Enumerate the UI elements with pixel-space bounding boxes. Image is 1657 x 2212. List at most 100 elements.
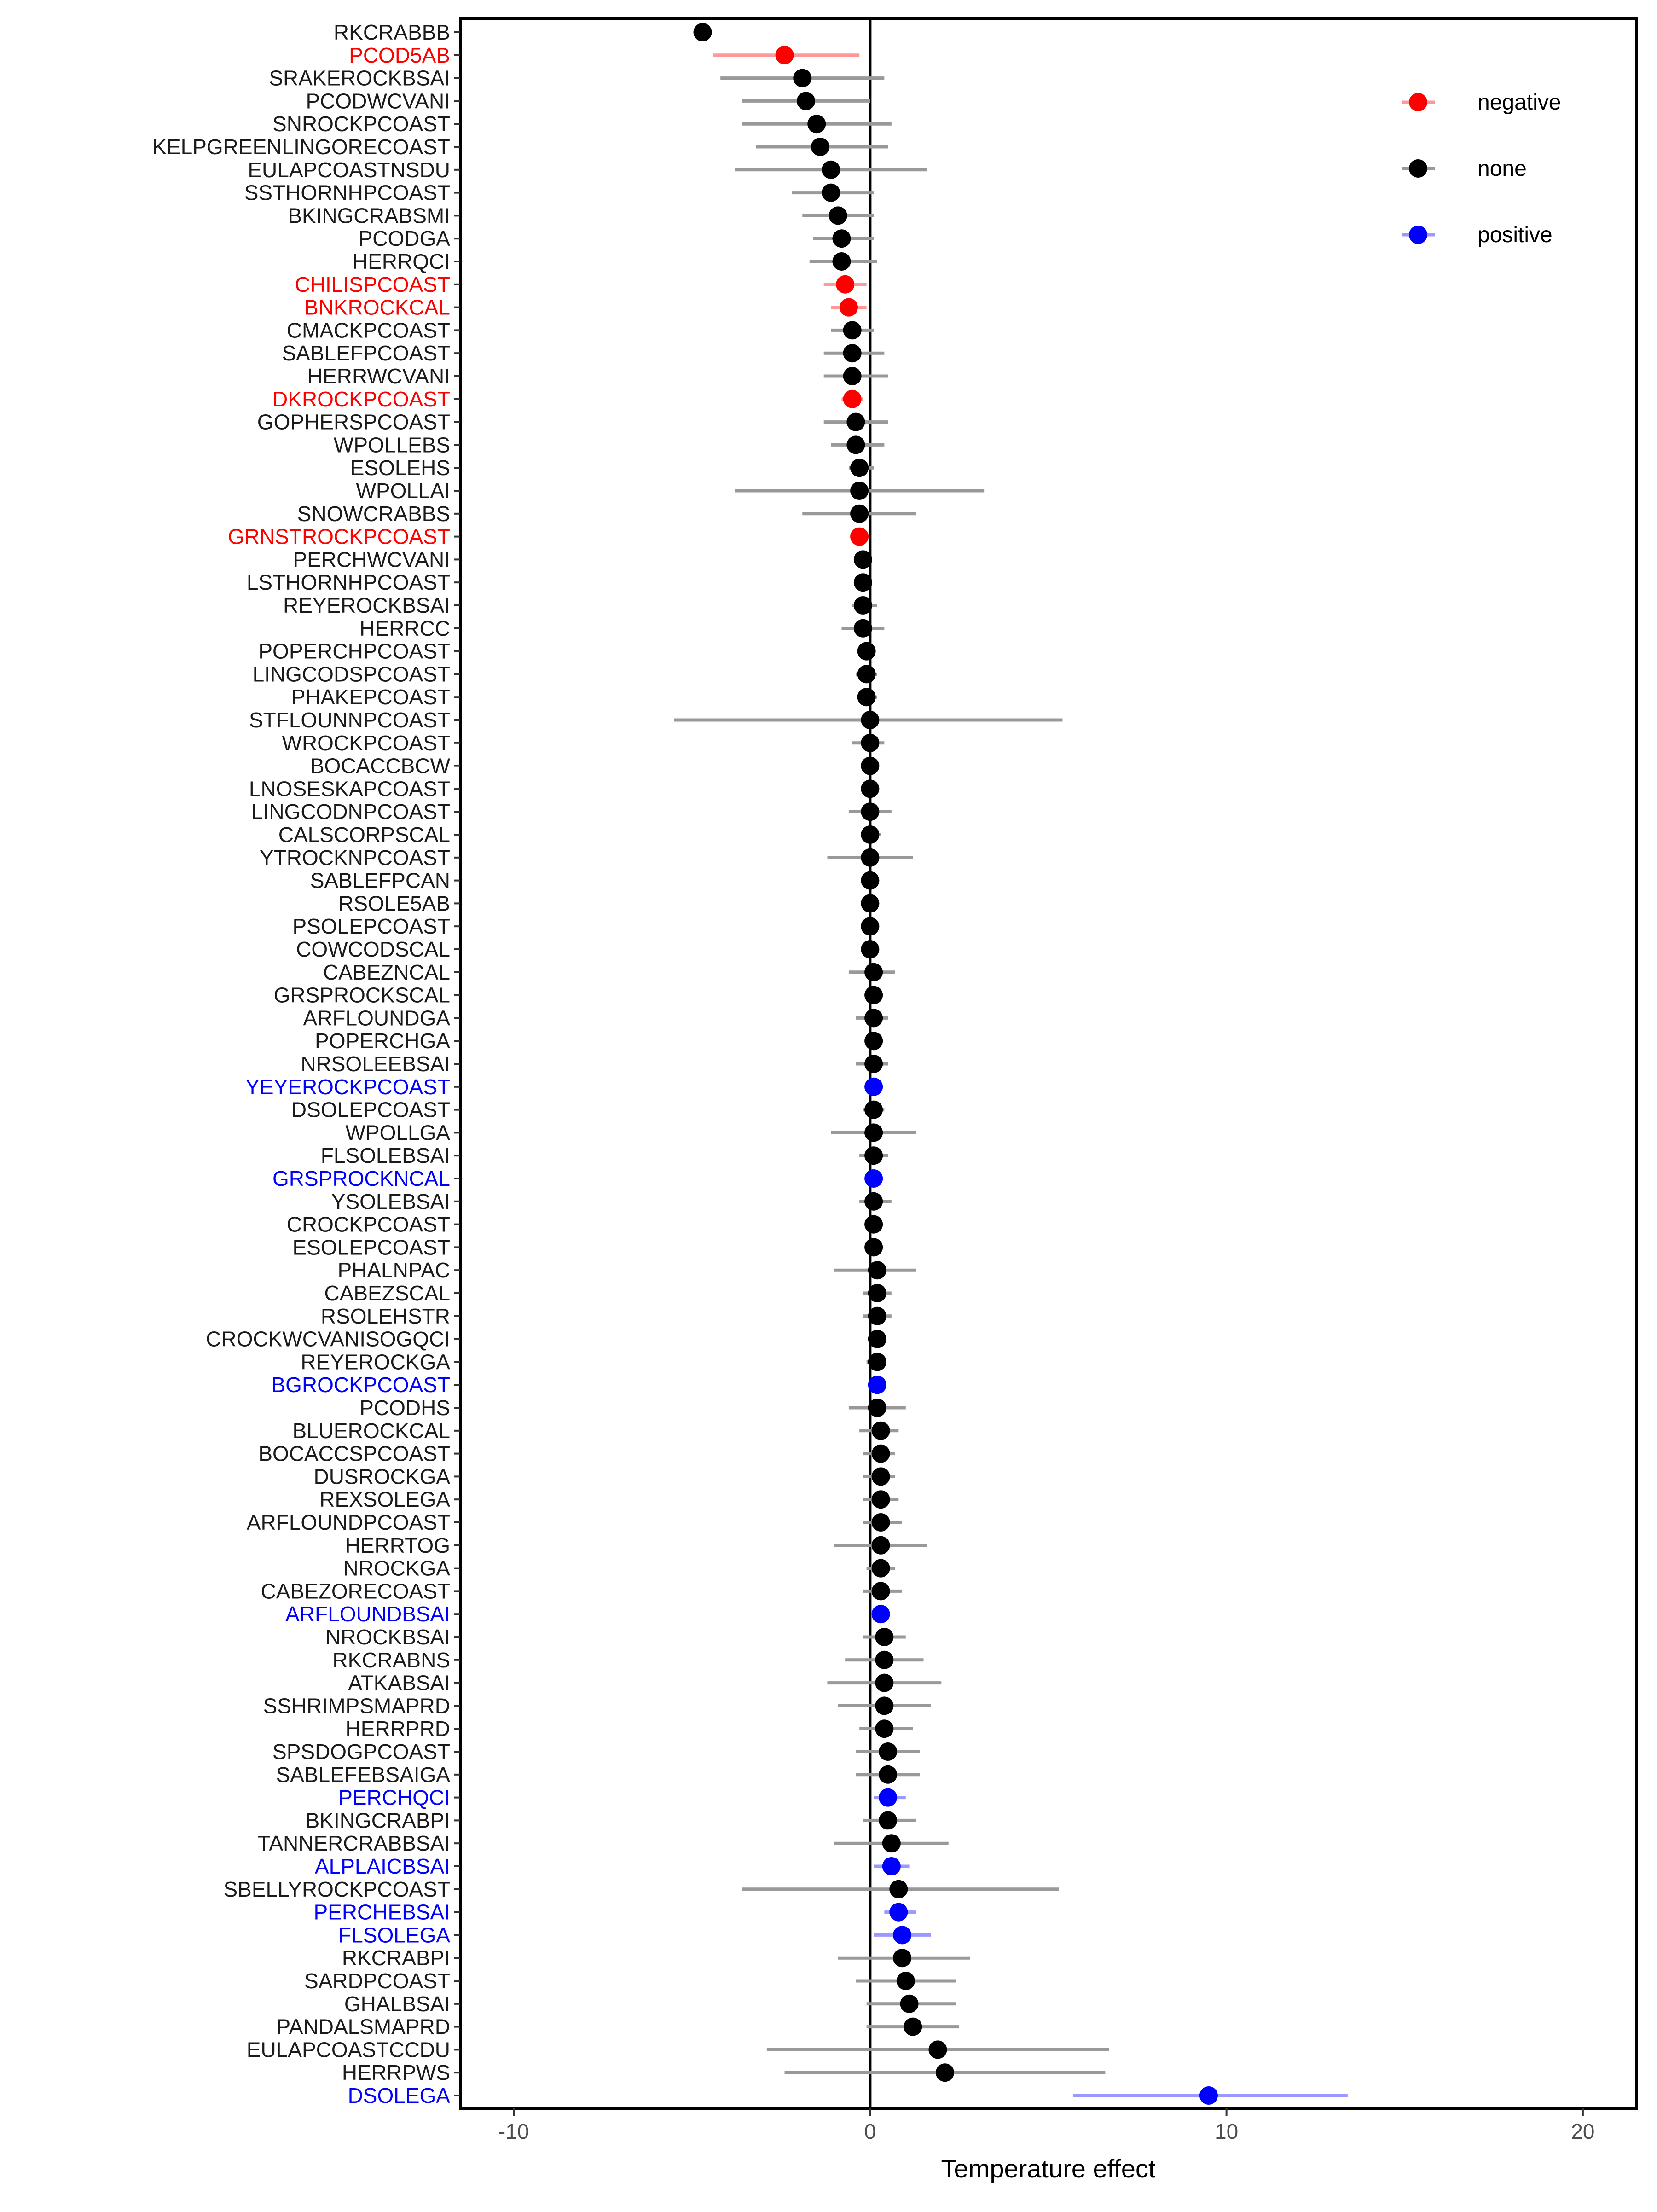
estimate-point <box>864 963 883 981</box>
y-tick-label: CHILISPCOAST <box>295 273 450 296</box>
estimate-point <box>853 596 872 615</box>
estimate-point <box>879 1811 898 1830</box>
y-tick-label: PCODHS <box>359 1396 450 1420</box>
estimate-point <box>864 1169 883 1188</box>
estimate-point <box>893 1949 912 1968</box>
estimate-point <box>850 527 869 546</box>
y-tick-label: POPERCHGA <box>315 1029 450 1053</box>
estimate-point <box>864 1055 883 1073</box>
y-tick-label: LNOSESKAPCOAST <box>249 777 450 801</box>
y-tick-label: ESOLEPCOAST <box>292 1235 450 1259</box>
estimate-point <box>871 1582 890 1601</box>
estimate-point <box>879 1742 898 1761</box>
estimate-point <box>850 482 869 500</box>
y-tick-label: REXSOLEGA <box>319 1487 450 1511</box>
estimate-point <box>864 1192 883 1211</box>
estimate-point <box>828 206 847 225</box>
y-tick-label: YSOLEBSAI <box>331 1190 450 1213</box>
y-tick-label: SABLEFPCAN <box>310 869 450 893</box>
y-tick-label: ARFLOUNDBSAI <box>285 1602 450 1626</box>
estimate-point <box>882 1857 901 1875</box>
y-tick-label: YEYEROCKPCOAST <box>245 1075 450 1099</box>
y-tick-label: DSOLEPCOAST <box>291 1098 450 1122</box>
y-tick-label: ARFLOUNDPCOAST <box>247 1510 450 1534</box>
y-tick-label: ATKABSAI <box>348 1671 450 1695</box>
estimate-point <box>857 642 876 661</box>
estimate-point <box>875 1650 894 1669</box>
y-tick-label: SARDPCOAST <box>304 1969 450 1993</box>
estimate-point <box>864 1146 883 1165</box>
x-axis-title: Temperature effect <box>941 2154 1156 2183</box>
estimate-point <box>904 2017 922 2036</box>
estimate-point <box>1199 2086 1218 2105</box>
estimate-point <box>864 1032 883 1051</box>
y-tick-label: NRSOLEEBSAI <box>301 1052 450 1076</box>
estimate-point <box>832 252 851 271</box>
y-tick-label: GOPHERSPCOAST <box>257 410 450 434</box>
y-tick-label: DKROCKPCOAST <box>272 387 450 411</box>
legend-key-point <box>1409 93 1427 111</box>
y-tick-label: WPOLLAI <box>356 479 450 503</box>
y-tick-label: HERRQCI <box>353 250 450 273</box>
y-tick-label: EULAPCOASTNSDU <box>248 158 450 182</box>
y-tick-label: FLSOLEGA <box>338 1923 450 1947</box>
y-tick-label: BKINGCRABSMI <box>288 203 450 227</box>
x-tick-label: -10 <box>498 2119 529 2143</box>
estimate-point <box>775 46 794 64</box>
estimate-point <box>861 871 880 890</box>
estimate-point <box>861 711 880 729</box>
estimate-point <box>861 917 880 936</box>
estimate-point <box>879 1788 898 1807</box>
estimate-point <box>861 779 880 798</box>
estimate-point <box>843 389 862 408</box>
estimate-point <box>868 1330 886 1348</box>
estimate-point <box>868 1306 886 1325</box>
estimate-point <box>843 321 862 340</box>
y-tick-label: SSTHORNHPCOAST <box>244 181 450 205</box>
y-tick-label: POPERCHPCOAST <box>258 639 450 663</box>
y-tick-label: SBELLYROCKPCOAST <box>223 1877 450 1901</box>
estimate-point <box>839 298 858 317</box>
y-tick-label: SPSDOGPCOAST <box>272 1740 450 1764</box>
estimate-point <box>807 115 826 134</box>
y-tick-labels: RKCRABBBPCOD5ABSRAKEROCKBSAIPCODWCVANISN… <box>152 20 460 2107</box>
estimate-point <box>836 275 855 294</box>
y-tick-label: CMACKPCOAST <box>287 318 450 342</box>
estimate-point <box>864 986 883 1004</box>
estimate-point <box>861 825 880 844</box>
estimate-point <box>879 1765 898 1784</box>
estimate-point <box>868 1399 886 1417</box>
estimate-point <box>861 894 880 913</box>
y-tick-label: SRAKEROCKBSAI <box>269 66 450 90</box>
y-tick-label: STFLOUNNPCOAST <box>249 708 450 732</box>
y-tick-label: ARFLOUNDGA <box>303 1006 451 1030</box>
estimate-point <box>861 802 880 821</box>
estimate-point <box>861 848 880 867</box>
estimate-point <box>871 1467 890 1486</box>
y-tick-label: CABEZNCAL <box>323 960 450 984</box>
y-tick-label: RSOLE5AB <box>338 891 450 915</box>
y-tick-label: REYEROCKGA <box>301 1350 450 1374</box>
y-tick-label: SNROCKPCOAST <box>272 112 450 136</box>
y-tick-label: BOCACCBCW <box>310 754 451 778</box>
estimate-point <box>868 1353 886 1371</box>
y-tick-label: WROCKPCOAST <box>282 731 450 755</box>
estimate-point <box>896 1972 915 1990</box>
estimate-point <box>871 1559 890 1578</box>
estimate-point <box>871 1490 890 1509</box>
y-tick-label: GRSPROCKNCAL <box>272 1167 450 1190</box>
estimate-point <box>811 138 829 156</box>
estimate-point <box>864 1077 883 1096</box>
y-tick-label: WPOLLEBS <box>334 433 450 457</box>
y-tick-label: LINGCODSPCOAST <box>253 662 450 686</box>
estimate-point <box>900 1994 919 2013</box>
y-tick-label: PERCHQCI <box>338 1786 450 1810</box>
estimate-point <box>889 1880 908 1898</box>
y-tick-label: FLSOLEBSAI <box>321 1144 450 1167</box>
y-tick-label: SABLEFPCOAST <box>282 341 450 365</box>
y-tick-label: BOCACCSPCOAST <box>258 1442 450 1466</box>
point-layer <box>693 23 1218 2105</box>
y-tick-label: YTROCKNPCOAST <box>260 846 450 870</box>
legend: negative none positive <box>1402 90 1561 247</box>
